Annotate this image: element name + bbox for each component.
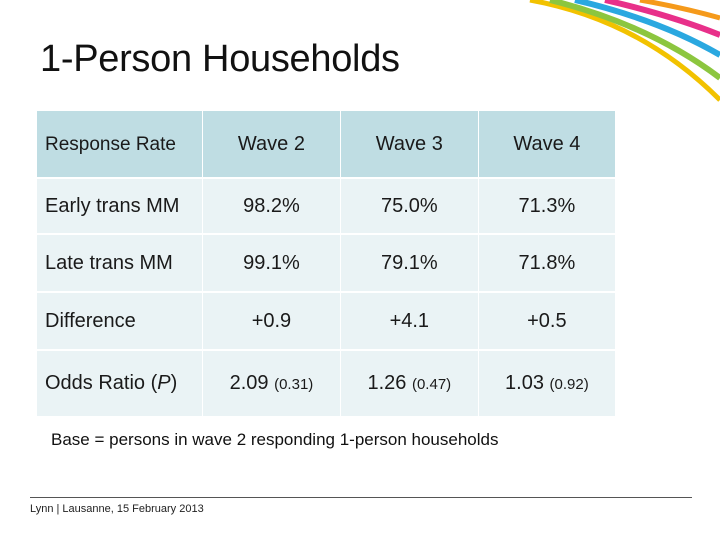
row-label: Early trans MM <box>37 177 203 233</box>
cell-value: 2.09 (0.31) <box>203 349 341 416</box>
cell-value: 79.1% <box>340 233 479 291</box>
table-row-odds-ratio: Odds Ratio (P) 2.09 (0.31) 1.26 (0.47) 1… <box>37 349 615 416</box>
cell-value: 98.2% <box>203 177 341 233</box>
p-value: (0.92) <box>549 376 589 393</box>
cell-value: 99.1% <box>203 233 341 291</box>
response-rate-table: Response Rate Wave 2 Wave 3 Wave 4 Early… <box>37 111 615 416</box>
cell-value: +0.5 <box>478 291 615 349</box>
arc-orange <box>639 0 720 21</box>
header-response-rate: Response Rate <box>37 111 203 177</box>
header-wave-4: Wave 4 <box>478 111 615 177</box>
table-row-difference: Difference +0.9 +4.1 +0.5 <box>37 291 615 349</box>
cell-value: 1.03 (0.92) <box>478 349 615 416</box>
decorative-arcs-graphic <box>529 0 720 102</box>
row-label-close: ) <box>170 372 178 394</box>
header-wave-3: Wave 3 <box>340 111 479 177</box>
row-label: Odds Ratio (P) <box>37 349 203 416</box>
row-label: Difference <box>37 291 203 349</box>
odds-ratio-value: 1.26 <box>367 372 407 394</box>
header-wave-2: Wave 2 <box>203 111 341 177</box>
odds-ratio-value: 2.09 <box>229 372 269 394</box>
table-header-row: Response Rate Wave 2 Wave 3 Wave 4 <box>37 111 615 177</box>
cell-value: 71.8% <box>478 233 615 291</box>
cell-value: 71.3% <box>478 177 615 233</box>
row-label: Late trans MM <box>37 233 203 291</box>
footer-divider <box>30 497 692 498</box>
cell-value: 1.26 (0.47) <box>340 349 479 416</box>
arc-green <box>549 0 720 81</box>
cell-value: 75.0% <box>340 177 479 233</box>
table-row-late-trans: Late trans MM 99.1% 79.1% 71.8% <box>37 233 615 291</box>
cell-value: +4.1 <box>340 291 479 349</box>
footer-text: Lynn | Lausanne, 15 February 2013 <box>30 503 204 515</box>
arc-pink <box>604 0 720 38</box>
p-value: (0.47) <box>411 376 452 393</box>
base-note: Base = persons in wave 2 responding 1-pe… <box>51 430 499 449</box>
row-label-p: P <box>157 372 171 394</box>
table-row-early-trans: Early trans MM 98.2% 75.0% 71.3% <box>37 177 615 233</box>
slide-title: 1-Person Households <box>40 38 400 80</box>
cell-value: +0.9 <box>203 291 341 349</box>
p-value: (0.31) <box>274 376 314 393</box>
arc-yellow <box>529 0 720 102</box>
arc-blue <box>574 0 720 58</box>
row-label-main: Odds Ratio ( <box>45 372 158 394</box>
odds-ratio-value: 1.03 <box>505 372 544 394</box>
